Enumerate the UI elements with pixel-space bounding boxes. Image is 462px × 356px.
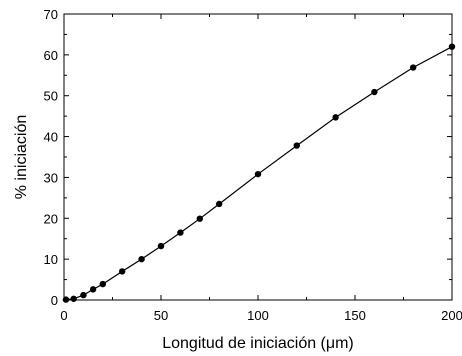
data-point bbox=[254, 170, 262, 178]
data-point bbox=[216, 200, 223, 208]
y-tick-label: 50 bbox=[44, 89, 58, 104]
y-axis: 0 10 20 30 40 50 60 70 bbox=[44, 7, 452, 308]
data-point bbox=[448, 43, 456, 50]
data-point bbox=[70, 295, 77, 302]
y-tick-label: 30 bbox=[44, 170, 58, 185]
data-point bbox=[80, 291, 87, 299]
data-point bbox=[62, 296, 70, 303]
data-point bbox=[410, 64, 417, 71]
data-point bbox=[332, 114, 339, 121]
y-tick-label: 20 bbox=[44, 211, 58, 226]
data-points bbox=[62, 43, 456, 303]
data-point bbox=[99, 280, 107, 288]
data-point bbox=[138, 255, 145, 263]
y-tick-label: 0 bbox=[51, 293, 58, 308]
y-tick-label: 40 bbox=[44, 130, 58, 145]
y-axis-title: % iniciación bbox=[13, 115, 30, 199]
x-tick-label: 150 bbox=[344, 308, 366, 323]
data-point bbox=[293, 142, 300, 149]
x-axis-title: Longitud de iniciación (μm) bbox=[162, 335, 354, 352]
x-tick-label: 100 bbox=[247, 308, 269, 323]
y-tick-label: 10 bbox=[44, 252, 58, 267]
plot-frame bbox=[63, 13, 453, 301]
x-tick-label: 200 bbox=[441, 308, 462, 323]
data-point bbox=[89, 286, 97, 293]
data-point bbox=[177, 229, 184, 236]
data-point bbox=[157, 242, 165, 250]
x-axis: 0 50 100 150 200 bbox=[60, 14, 462, 323]
data-point bbox=[371, 88, 378, 96]
y-tick-label: 70 bbox=[44, 7, 58, 22]
y-tick-label: 60 bbox=[44, 48, 58, 63]
data-point bbox=[119, 268, 126, 275]
data-point bbox=[196, 215, 203, 222]
x-tick-label: 0 bbox=[60, 308, 67, 323]
x-tick-label: 50 bbox=[154, 308, 168, 323]
